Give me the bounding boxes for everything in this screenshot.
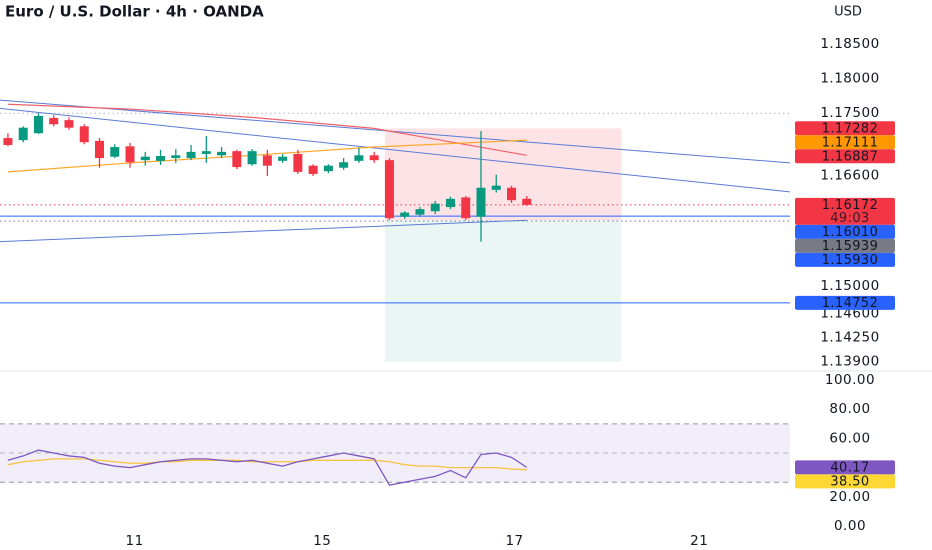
x-tick-label: 11 <box>125 533 143 549</box>
price-badge: 1.15930 <box>795 253 895 268</box>
price-badge-label: 1.14752 <box>822 296 879 311</box>
y-tick-label: 0.00 <box>834 518 866 534</box>
candle-body <box>232 151 242 168</box>
currency-label: USD <box>834 5 862 20</box>
rsi-line <box>7 458 527 471</box>
candle-body <box>94 140 104 159</box>
countdown-label: 49:03 <box>830 211 869 226</box>
candle-body <box>491 185 501 190</box>
price-badge-box <box>795 224 895 239</box>
price-badge-box <box>795 238 895 253</box>
candle-body <box>110 147 120 157</box>
candle-body <box>33 115 43 134</box>
y-tick-label: 1.14250 <box>820 330 879 346</box>
price-badge-box <box>795 135 895 150</box>
y-tick-label: 60.00 <box>829 430 870 446</box>
price-badge-box <box>795 295 895 310</box>
price-badge-box <box>795 121 895 136</box>
candle-body <box>293 153 303 172</box>
candle-body <box>415 209 425 215</box>
price-badge: 40.17 <box>795 460 895 475</box>
candle-body <box>278 156 288 161</box>
price-badge-label: 1.16010 <box>822 225 879 240</box>
price-badge-box <box>795 252 895 267</box>
price-badge-label: 1.16887 <box>822 149 879 164</box>
trendline <box>0 107 791 193</box>
y-tick-label: 20.00 <box>829 489 870 505</box>
price-badge-label: 1.17282 <box>822 121 879 136</box>
price-badge-label: 1.15939 <box>822 239 879 254</box>
candle-body <box>308 165 318 174</box>
y-tick-label: 100.00 <box>825 372 875 388</box>
candle-body <box>445 198 455 208</box>
price-badge-label: 1.15930 <box>822 253 879 268</box>
price-badge-label: 38.50 <box>830 474 869 489</box>
candle-body <box>156 156 166 161</box>
candle-body <box>125 146 135 163</box>
plot-layer: 1.185001.180001.175001.166001.150001.146… <box>0 36 895 549</box>
candle-body <box>3 138 13 145</box>
candle-body <box>171 155 181 159</box>
price-badge-box <box>795 460 895 475</box>
trendline <box>0 219 527 243</box>
price-badge: 38.50 <box>795 474 895 489</box>
candle-body <box>354 155 364 161</box>
candle-body <box>217 151 227 156</box>
price-badge: 1.14752 <box>795 295 895 311</box>
candle-body <box>507 187 517 201</box>
candle-body <box>476 187 486 217</box>
y-tick-label: 1.13900 <box>820 354 879 370</box>
y-tick-label: 80.00 <box>829 401 870 417</box>
position-target-zone <box>384 220 622 362</box>
moving-average <box>7 103 527 156</box>
candle-body <box>49 118 59 125</box>
chart-title: Euro / U.S. Dollar · 4h · OANDA <box>5 3 264 21</box>
price-badge-label: 1.16172 <box>822 198 879 213</box>
price-badge-label: 1.17111 <box>822 135 879 150</box>
rsi-line <box>7 449 528 486</box>
candle-body <box>140 156 150 161</box>
price-badge-box <box>795 149 895 164</box>
candle-body <box>400 212 410 217</box>
candle-body <box>186 151 196 159</box>
price-badge-box <box>795 197 895 225</box>
candle-body <box>262 155 272 166</box>
price-badge-box <box>795 474 895 489</box>
candle-body <box>18 127 28 141</box>
position-stop-zone <box>384 128 622 221</box>
x-tick-label: 17 <box>505 533 523 549</box>
x-tick-label: 15 <box>313 533 331 549</box>
price-badge: 1.16887 <box>795 149 895 164</box>
candle-body <box>384 160 394 219</box>
candle-body <box>201 151 211 154</box>
y-tick-label: 1.15000 <box>820 278 879 294</box>
candle-body <box>369 155 379 161</box>
candle-body <box>461 197 471 219</box>
price-badge-label: 40.17 <box>830 460 869 475</box>
price-badge: 1.16010 <box>795 224 895 240</box>
candle-body <box>79 126 89 143</box>
price-badge: 1.15939 <box>795 238 895 254</box>
y-tick-label: 1.16600 <box>820 167 879 183</box>
candle-body <box>339 162 349 168</box>
price-badge: 1.17111 <box>795 135 895 150</box>
candle-body <box>247 151 257 165</box>
x-tick-label: 21 <box>690 533 708 549</box>
candle-body <box>430 203 440 212</box>
candle-body <box>64 120 74 128</box>
candle-body <box>522 198 532 205</box>
price-badge: 1.17282 <box>795 121 895 136</box>
y-tick-label: 1.18500 <box>820 36 879 52</box>
y-tick-label: 1.18000 <box>820 71 879 87</box>
y-tick-label: 1.17500 <box>820 105 879 121</box>
candle-body <box>323 165 333 172</box>
